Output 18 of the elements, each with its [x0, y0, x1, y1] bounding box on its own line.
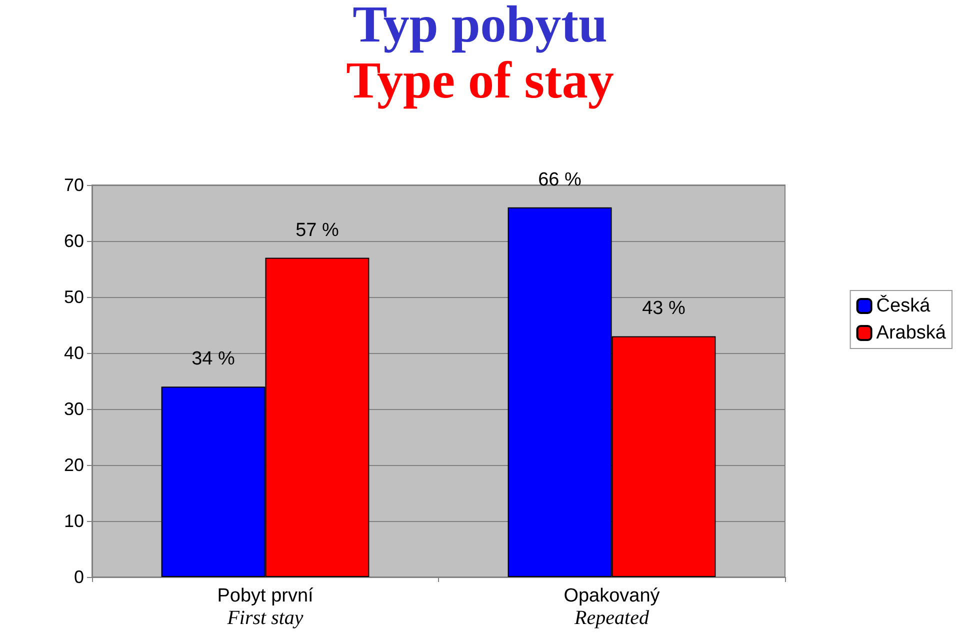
data-label: 57 %	[296, 220, 339, 241]
y-tick-label: 40	[64, 343, 84, 363]
y-tick-label: 20	[64, 455, 84, 475]
data-label: 34 %	[192, 348, 236, 370]
data-label: 66 %	[538, 169, 582, 190]
y-tick-label: 50	[64, 287, 84, 307]
y-tick-label: 70	[64, 175, 84, 195]
chart-subtitle: Type of stay	[346, 52, 614, 110]
y-tick-label: 30	[64, 399, 84, 419]
x-tick-label: Pobyt první First stay	[217, 586, 314, 629]
data-label: 43 %	[642, 298, 686, 320]
legend-label: Arabská	[876, 322, 946, 344]
y-tick-label: 0	[74, 567, 84, 587]
legend-label: Česká	[876, 294, 931, 316]
y-tick-label: 10	[64, 511, 84, 531]
chart-title: Typ pobytu	[352, 0, 608, 54]
y-tick-label: 60	[64, 231, 84, 251]
x-tick-label: Opakovaný Repeated	[564, 586, 660, 629]
